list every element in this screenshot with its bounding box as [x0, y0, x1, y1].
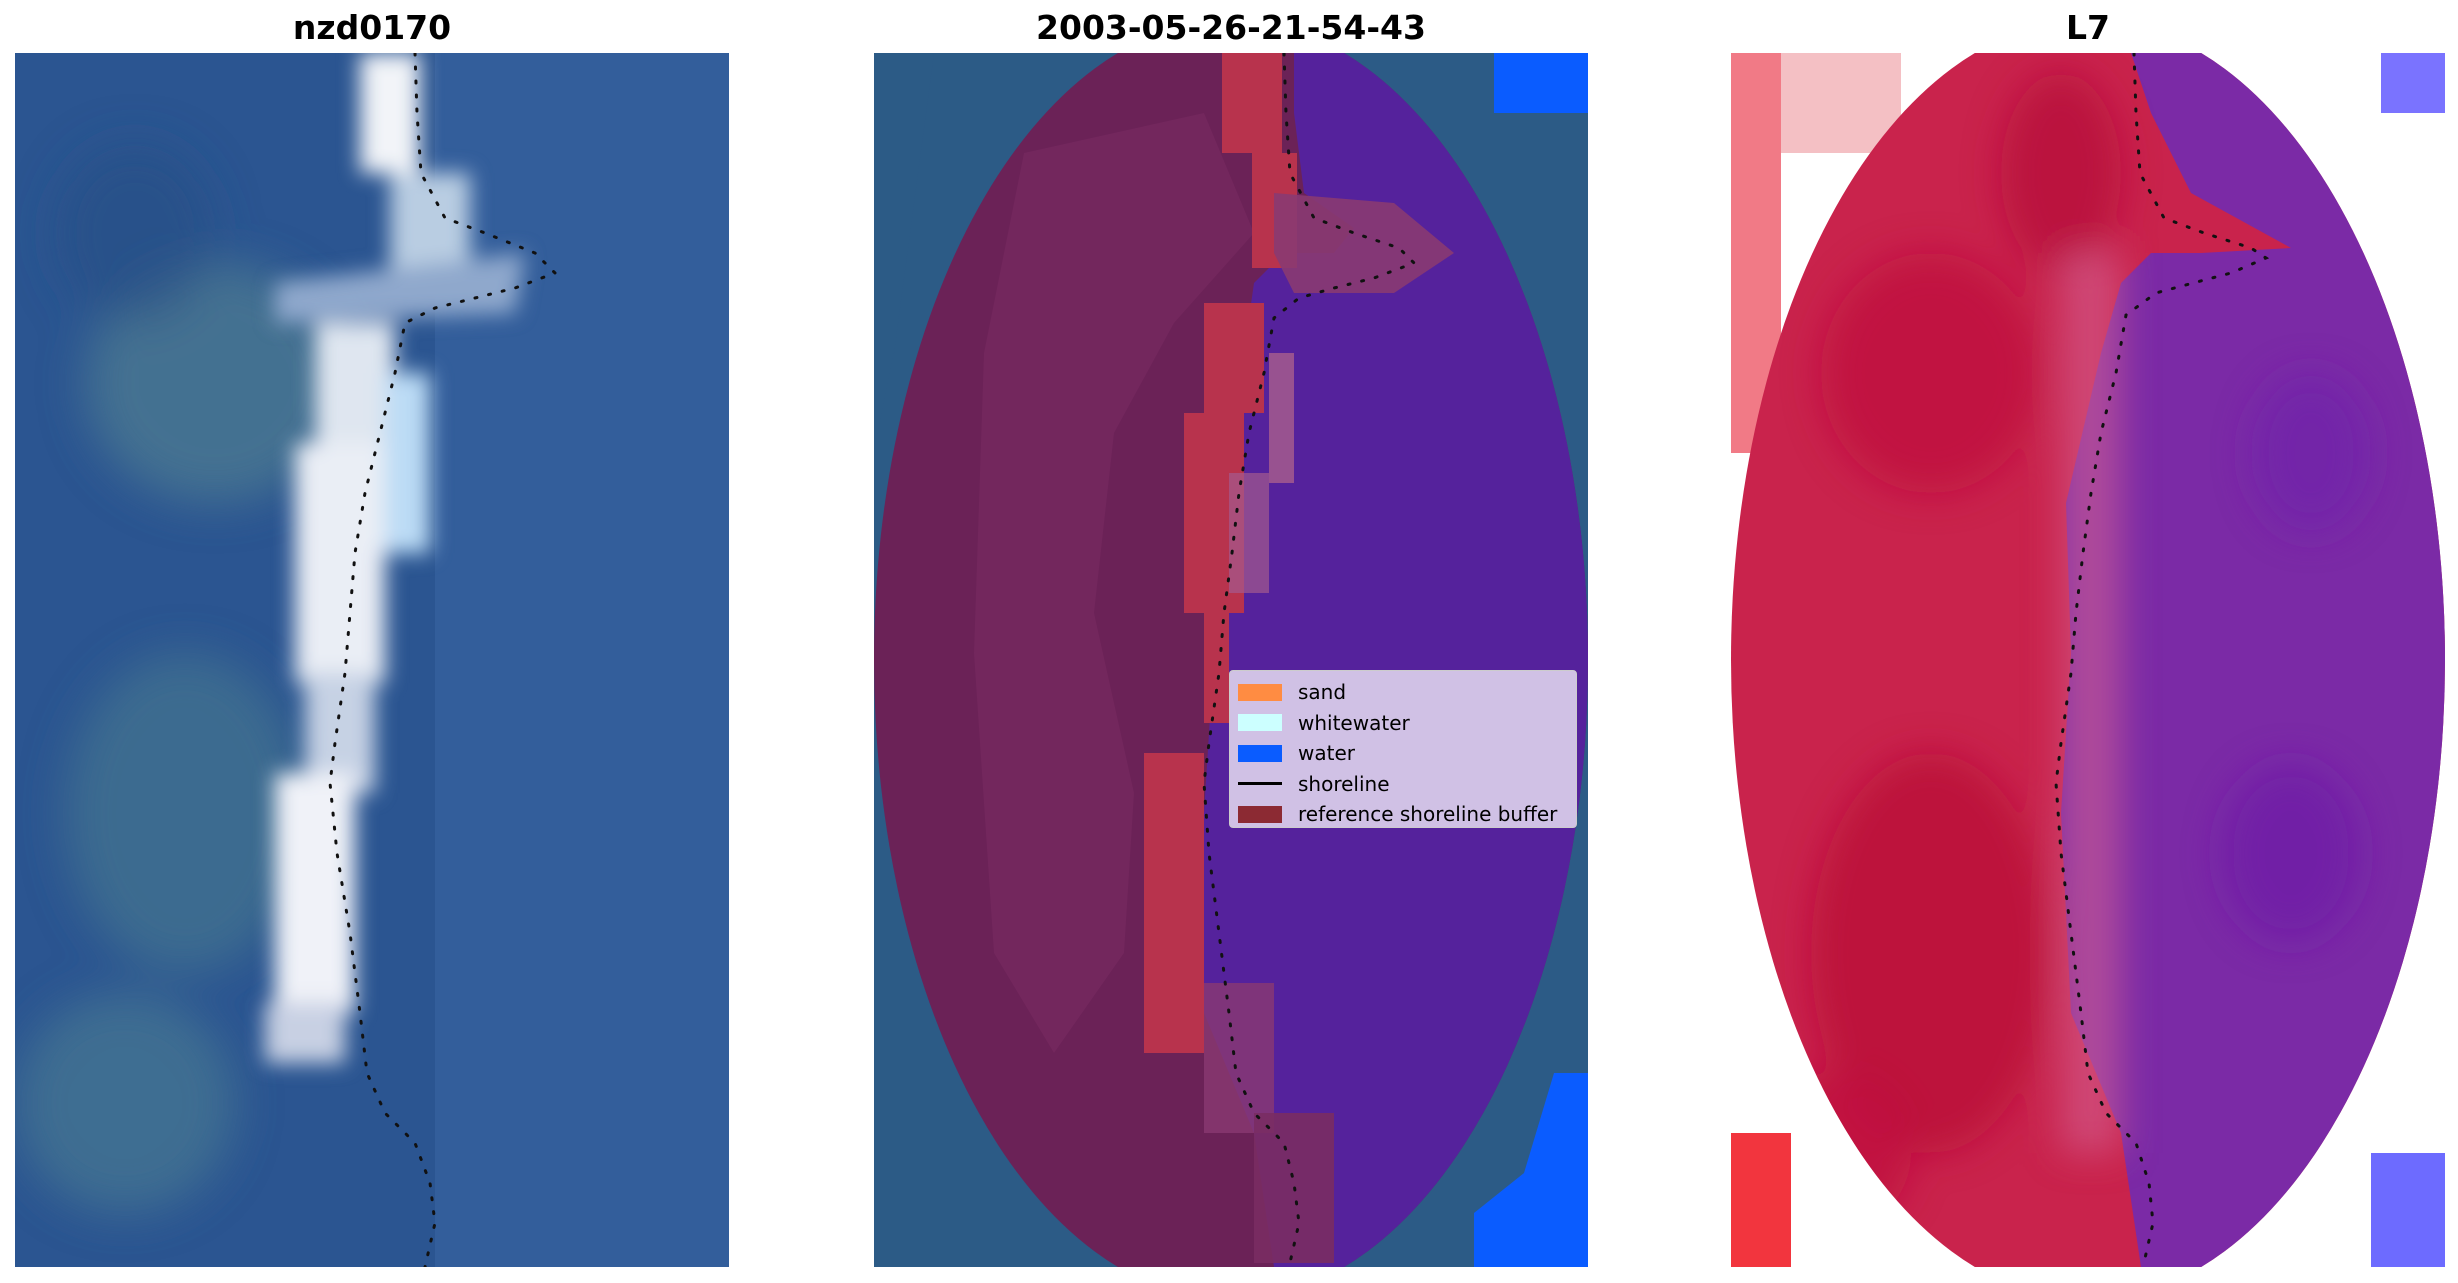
panel-title-classification: 2003-05-26-21-54-43 [1036, 8, 1426, 47]
panel-title-index: L7 [2066, 8, 2110, 47]
index-region [1731, 53, 2445, 1267]
legend-swatch-water [1238, 744, 1282, 762]
legend-item-water: water [1238, 738, 1568, 769]
legend-line-shoreline [1238, 782, 1282, 786]
buffer-region [874, 53, 1588, 1267]
shoreline [2054, 53, 2270, 1267]
index-panel [1731, 53, 2445, 1267]
legend: sand whitewater water shoreline referenc… [1229, 670, 1577, 828]
corner-top-right [2381, 53, 2445, 113]
land-tint [15, 143, 345, 1213]
legend-item-shoreline: shoreline [1238, 769, 1568, 800]
shoreline [328, 53, 558, 1267]
legend-label-shoreline: shoreline [1298, 771, 1390, 796]
legend-label-reference-buffer: reference shoreline buffer [1298, 802, 1558, 827]
classification-image [874, 53, 1588, 1267]
legend-item-whitewater: whitewater [1238, 708, 1568, 739]
legend-swatch-reference-buffer [1238, 805, 1282, 823]
legend-swatch-whitewater [1238, 714, 1282, 732]
legend-label-water: water [1298, 741, 1355, 766]
legend-item-sand: sand [1238, 677, 1568, 708]
classification-panel [874, 53, 1588, 1267]
legend-item-reference-buffer: reference shoreline buffer [1238, 799, 1568, 830]
index-image [1731, 53, 2445, 1267]
corner-bottom-right [2371, 1153, 2445, 1267]
water-mask-top-right [1494, 53, 1588, 113]
panel-title-rgb: nzd0170 [292, 8, 452, 47]
water-mask-bottom-right [1474, 1073, 1588, 1267]
shoreline [1202, 53, 1417, 1267]
rgb-image-panel [15, 53, 729, 1267]
corner-bottom-left [1731, 1133, 1791, 1267]
legend-swatch-sand [1238, 683, 1282, 701]
legend-label-whitewater: whitewater [1298, 710, 1410, 735]
rgb-image [15, 53, 729, 1267]
legend-label-sand: sand [1298, 680, 1347, 705]
ocean-right [435, 53, 729, 1267]
